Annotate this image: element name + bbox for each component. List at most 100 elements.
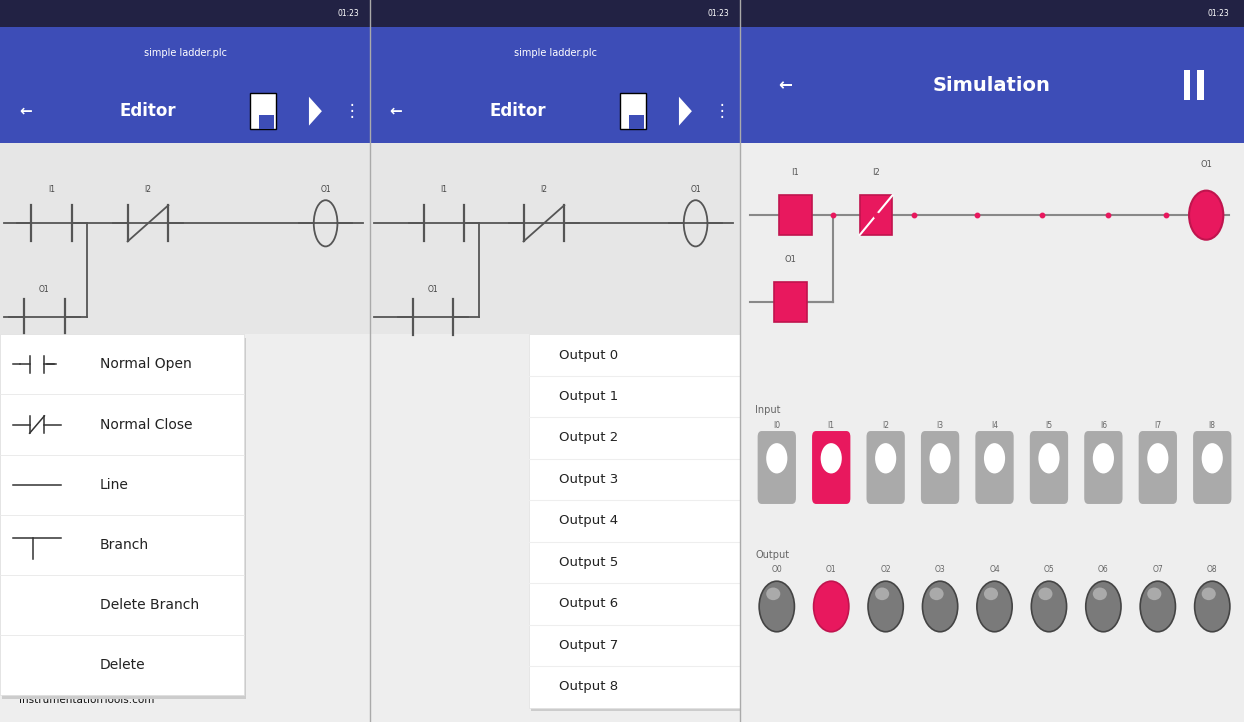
Bar bbox=[860, 195, 892, 235]
Text: 01:23: 01:23 bbox=[337, 9, 360, 18]
Text: Output 6: Output 6 bbox=[559, 597, 618, 610]
Text: Delete Branch: Delete Branch bbox=[100, 598, 199, 612]
Text: Output 2: Output 2 bbox=[559, 432, 618, 445]
Ellipse shape bbox=[1202, 588, 1215, 600]
Circle shape bbox=[923, 581, 958, 632]
FancyBboxPatch shape bbox=[812, 431, 851, 504]
Text: O1: O1 bbox=[428, 285, 438, 294]
Text: O6: O6 bbox=[1098, 565, 1108, 574]
Text: Output 7: Output 7 bbox=[559, 639, 618, 652]
Bar bbox=[1, 338, 246, 699]
Circle shape bbox=[1039, 443, 1060, 474]
Bar bbox=[0, 334, 244, 695]
Text: I1: I1 bbox=[827, 421, 835, 430]
Text: Delete: Delete bbox=[100, 658, 146, 672]
Text: Output 3: Output 3 bbox=[559, 473, 618, 486]
Text: 01:23: 01:23 bbox=[707, 9, 729, 18]
Circle shape bbox=[814, 581, 848, 632]
Circle shape bbox=[1092, 443, 1113, 474]
Text: ⋮: ⋮ bbox=[713, 103, 730, 120]
Ellipse shape bbox=[875, 588, 889, 600]
Text: I3: I3 bbox=[937, 421, 944, 430]
Text: Normal Open: Normal Open bbox=[100, 357, 192, 371]
Text: Normal Close: Normal Close bbox=[100, 417, 193, 432]
Bar bbox=[740, 27, 1244, 143]
Text: I1: I1 bbox=[440, 186, 448, 194]
Text: O1: O1 bbox=[690, 186, 700, 194]
Text: O7: O7 bbox=[1152, 565, 1163, 574]
Bar bbox=[369, 79, 740, 143]
Ellipse shape bbox=[1147, 588, 1162, 600]
Bar bbox=[0, 143, 369, 334]
Text: InstrumentationTools.com: InstrumentationTools.com bbox=[19, 695, 154, 705]
Bar bbox=[0, 79, 369, 143]
Text: O5: O5 bbox=[1044, 565, 1055, 574]
Text: I0: I0 bbox=[774, 421, 780, 430]
Text: ←: ← bbox=[389, 104, 402, 118]
Bar bbox=[531, 338, 741, 711]
Circle shape bbox=[1141, 581, 1176, 632]
Text: 01:23: 01:23 bbox=[1207, 9, 1229, 18]
FancyBboxPatch shape bbox=[1030, 431, 1069, 504]
Text: I2: I2 bbox=[872, 168, 880, 177]
Ellipse shape bbox=[929, 588, 944, 600]
Text: simple ladder.plc: simple ladder.plc bbox=[514, 48, 597, 58]
Text: Output 0: Output 0 bbox=[559, 349, 618, 362]
Text: I5: I5 bbox=[1045, 421, 1052, 430]
Circle shape bbox=[1194, 581, 1230, 632]
Text: I2: I2 bbox=[540, 186, 547, 194]
Circle shape bbox=[875, 443, 896, 474]
FancyBboxPatch shape bbox=[921, 431, 959, 504]
Bar bbox=[259, 115, 274, 129]
Circle shape bbox=[1031, 581, 1066, 632]
Text: Output 5: Output 5 bbox=[559, 556, 618, 569]
Circle shape bbox=[766, 443, 787, 474]
Text: Input: Input bbox=[755, 405, 781, 415]
Text: Line: Line bbox=[100, 478, 129, 492]
FancyBboxPatch shape bbox=[975, 431, 1014, 504]
Bar bbox=[529, 334, 740, 708]
Text: Editor: Editor bbox=[490, 103, 546, 120]
Bar bbox=[0, 0, 369, 27]
Text: O4: O4 bbox=[989, 565, 1000, 574]
Text: I1: I1 bbox=[791, 168, 800, 177]
Text: Output 1: Output 1 bbox=[559, 390, 618, 403]
Bar bbox=[369, 0, 740, 27]
Circle shape bbox=[868, 581, 903, 632]
FancyBboxPatch shape bbox=[758, 431, 796, 504]
Circle shape bbox=[1202, 443, 1223, 474]
Bar bbox=[1183, 70, 1191, 100]
Text: O8: O8 bbox=[1207, 565, 1218, 574]
Bar bbox=[1197, 70, 1204, 100]
Bar bbox=[740, 0, 1244, 27]
Text: Output: Output bbox=[755, 549, 789, 560]
Text: Branch: Branch bbox=[100, 538, 149, 552]
Text: I7: I7 bbox=[1154, 421, 1162, 430]
Circle shape bbox=[759, 581, 795, 632]
FancyBboxPatch shape bbox=[1138, 431, 1177, 504]
Circle shape bbox=[1189, 191, 1223, 240]
Bar bbox=[0, 27, 369, 79]
Circle shape bbox=[821, 443, 842, 474]
Text: O1: O1 bbox=[39, 285, 50, 294]
Text: Simulation: Simulation bbox=[933, 76, 1051, 95]
Text: O1: O1 bbox=[785, 255, 796, 264]
Polygon shape bbox=[679, 97, 692, 126]
Text: O2: O2 bbox=[881, 565, 891, 574]
Ellipse shape bbox=[1039, 588, 1052, 600]
Text: O3: O3 bbox=[934, 565, 945, 574]
Text: Output 4: Output 4 bbox=[559, 514, 618, 528]
Text: I4: I4 bbox=[991, 421, 998, 430]
Text: O1: O1 bbox=[320, 186, 331, 194]
Circle shape bbox=[984, 443, 1005, 474]
Circle shape bbox=[1147, 443, 1168, 474]
FancyBboxPatch shape bbox=[620, 93, 646, 129]
Text: I8: I8 bbox=[1209, 421, 1215, 430]
FancyBboxPatch shape bbox=[250, 93, 276, 129]
FancyBboxPatch shape bbox=[1193, 431, 1232, 504]
Text: ←: ← bbox=[779, 77, 792, 94]
Text: simple ladder.plc: simple ladder.plc bbox=[143, 48, 226, 58]
Text: I2: I2 bbox=[144, 186, 152, 194]
Text: I6: I6 bbox=[1100, 421, 1107, 430]
Polygon shape bbox=[309, 97, 322, 126]
